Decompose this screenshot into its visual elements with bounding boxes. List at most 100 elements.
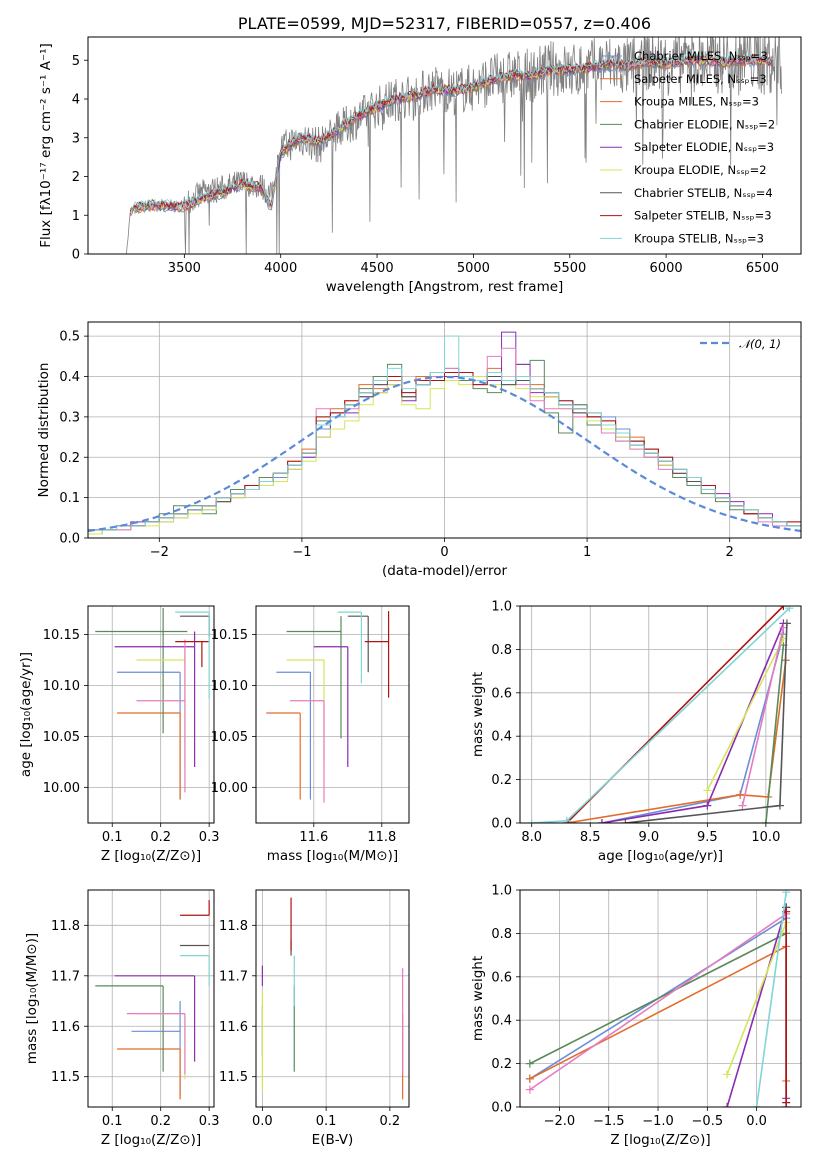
x-tick-label: 0.2	[150, 830, 171, 845]
y-tick-label: 4	[72, 93, 80, 108]
y-tick-label: 0.2	[491, 1057, 512, 1072]
x-axis-label: E(B-V)	[312, 1132, 354, 1148]
panel-weight-vs-Z: −2.0 −1.5 −1.0 −0.5 0.0 0.0 0.2 0.4 0.6 0.8 1.0 Z […	[470, 884, 802, 1148]
y-tick-label: 0.0	[59, 532, 80, 547]
plot-area	[95, 900, 210, 1100]
weight-marker	[782, 890, 791, 897]
errorbar-point	[114, 975, 196, 1062]
y-tick-label: 11.5	[51, 1070, 80, 1085]
y-tick-label: 11.6	[219, 1020, 248, 1035]
panel-spectrum: 3500 4000 4500 5000 5500 6000 6500 0 1 2 3 4 5 wavele…	[38, 14, 802, 295]
axes-frame	[255, 605, 410, 824]
axes-frame	[519, 889, 802, 1108]
weight-marker	[525, 1059, 534, 1068]
x-tick-label: 10.0	[751, 830, 780, 845]
weight-marker	[761, 819, 770, 823]
x-tick-label: 0.1	[102, 830, 123, 845]
x-axis-label: Z [log₁₀(Z/Z⊙)]	[101, 848, 201, 864]
y-tick-label: 0.4	[491, 1014, 512, 1029]
x-tick-label: 8.0	[521, 830, 542, 845]
errorbar-point	[276, 671, 311, 800]
errorbar-point	[286, 616, 342, 739]
errorbar-point	[117, 712, 181, 800]
panel-mass-vs-Z: 0.1 0.2 0.3 11.5 11.6 11.7 11.8 Z [log₁₀(Z/Z⊙)]…	[24, 889, 219, 1148]
errorbar-point	[136, 639, 186, 793]
x-tick-label: 5000	[457, 261, 490, 276]
legend-label: Chabrier STELIB, Nₛₛₚ=4	[634, 186, 773, 200]
y-tick-label: 0.4	[59, 370, 80, 385]
y-tick-label: 0.6	[491, 970, 512, 985]
x-tick-label: 3500	[168, 261, 201, 276]
y-tick-label: 0.2	[491, 773, 512, 788]
weight-series	[531, 607, 790, 823]
y-axis-label: mass weight	[470, 672, 486, 757]
y-tick-label: 1.0	[491, 600, 512, 615]
x-tick-label: 2	[726, 545, 734, 560]
legend-label: Kroupa MILES, Nₛₛₚ=3	[634, 95, 759, 109]
y-axis-label: Flux [fλ10⁻¹⁷ erg cm⁻² s⁻¹ A⁻¹]	[38, 43, 54, 248]
x-tick-label: 4500	[361, 261, 394, 276]
weight-series	[755, 892, 787, 1107]
axes-frame	[519, 605, 802, 824]
plot-area	[266, 611, 390, 803]
x-tick-label: 0.2	[150, 1114, 171, 1129]
errorbar-point	[95, 985, 164, 1072]
legend-label: Salpeter STELIB, Nₛₛₚ=3	[634, 209, 772, 223]
y-tick-label: 11.7	[219, 969, 248, 984]
axes-frame	[87, 36, 802, 255]
y-axis-label: Normed distribution	[36, 363, 52, 498]
x-tick-label: 0.0	[252, 1114, 273, 1129]
errorbar-point	[290, 700, 325, 803]
y-tick-label: 11.5	[219, 1070, 248, 1085]
x-axis-label: (data-model)/error	[382, 563, 508, 579]
weight-marker	[621, 819, 630, 823]
x-tick-label: 6500	[746, 261, 779, 276]
x-tick-label: 5500	[553, 261, 586, 276]
legend-label: Kroupa ELODIE, Nₛₛₚ=2	[634, 163, 767, 177]
y-tick-label: 5	[72, 54, 80, 69]
weight-marker	[738, 801, 747, 810]
y-tick-label: 0.8	[491, 643, 512, 658]
legend-label: Salpeter MILES, Nₛₛₚ=3	[634, 72, 767, 86]
y-tick-label: 10.00	[43, 781, 80, 796]
y-tick-label: 0.6	[491, 686, 512, 701]
plot-area	[126, 37, 782, 254]
weight-series	[601, 623, 785, 823]
x-tick-label: 11.6	[299, 830, 328, 845]
y-tick-label: 0.1	[59, 491, 80, 506]
weight-marker	[525, 1074, 534, 1083]
weight-marker	[723, 1103, 732, 1107]
x-tick-label: 0.1	[102, 1114, 123, 1129]
y-tick-label: 10.10	[211, 679, 248, 694]
y-tick-label: 0.5	[59, 330, 80, 345]
y-axis-label: mass [log₁₀(M/M⊙)]	[24, 933, 40, 1064]
weight-series	[726, 922, 787, 1075]
plot-area	[95, 608, 210, 800]
legend-label: Kroupa STELIB, Nₛₛₚ=3	[634, 231, 764, 245]
weight-marker	[782, 1098, 791, 1107]
weight-series	[529, 932, 787, 1065]
x-tick-label: 1	[583, 545, 591, 560]
errorbar-point	[286, 659, 325, 762]
weight-marker	[562, 816, 571, 823]
x-axis-label: wavelength [Angstrom, rest frame]	[326, 279, 564, 295]
normal-reference-curve	[88, 375, 801, 532]
y-tick-label: 3	[72, 131, 80, 146]
errorbar-point	[180, 955, 210, 986]
x-tick-label: 8.5	[580, 830, 601, 845]
x-tick-label: 9.0	[638, 830, 659, 845]
plot-area	[527, 606, 794, 823]
x-axis-label: Z [log₁₀(Z/Z⊙)]	[101, 1132, 201, 1148]
axes-frame	[87, 889, 215, 1108]
y-tick-label: 10.05	[43, 730, 80, 745]
errorbar-point	[126, 1013, 186, 1075]
x-tick-label: −0.5	[692, 1114, 724, 1129]
y-tick-label: 11.6	[51, 1020, 80, 1035]
errorbar-point	[117, 671, 181, 800]
errorbar-point	[175, 641, 210, 668]
x-tick-label: 11.8	[367, 830, 396, 845]
weight-series	[625, 623, 788, 823]
x-tick-label: −2.0	[544, 1114, 576, 1129]
weight-marker	[752, 1103, 761, 1107]
